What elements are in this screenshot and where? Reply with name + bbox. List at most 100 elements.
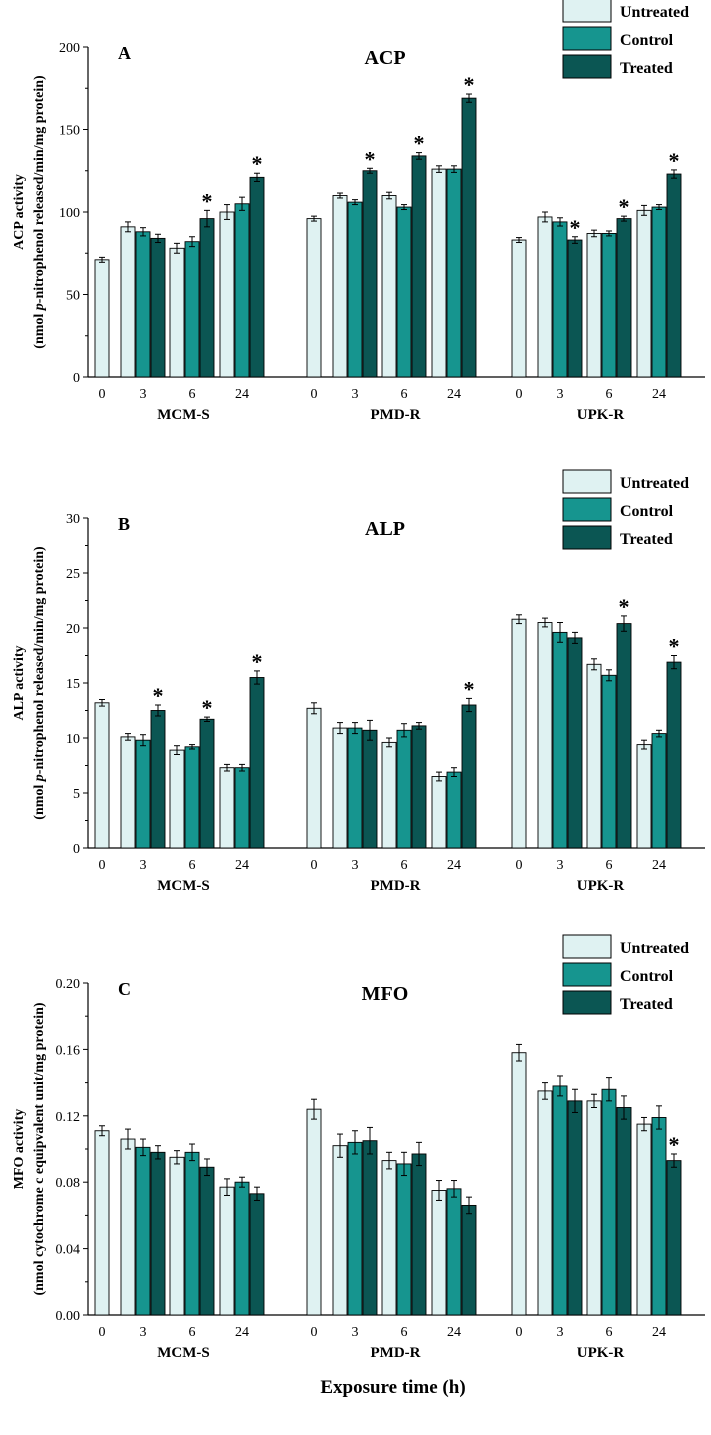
legend-label-treated: Treated xyxy=(620,996,673,1013)
bar-untreated xyxy=(511,239,527,378)
legend-label-control: Control xyxy=(620,32,674,49)
legend-label-control: Control xyxy=(620,968,674,985)
significance-star: * xyxy=(202,695,213,720)
bar-untreated xyxy=(306,218,322,378)
significance-star: * xyxy=(202,188,213,213)
panel-letter: C xyxy=(118,979,131,999)
legend-label-untreated: Untreated xyxy=(620,4,689,21)
x-tick-label: 6 xyxy=(606,858,613,873)
bar-treated xyxy=(461,97,477,378)
significance-star: * xyxy=(619,594,630,619)
significance-star: * xyxy=(570,215,581,240)
x-tick-label: 24 xyxy=(447,858,461,873)
legend-label-treated: Treated xyxy=(620,60,673,77)
y-tick-label: 25 xyxy=(66,567,80,582)
y-tick-label: 50 xyxy=(66,289,80,304)
bar-control xyxy=(184,241,200,378)
y-tick-label: 0.12 xyxy=(56,1110,81,1125)
x-tick-label: 24 xyxy=(447,1325,461,1340)
y-tick-label: 200 xyxy=(59,41,80,56)
bar-control xyxy=(601,232,617,378)
x-tick-label: 0 xyxy=(99,858,106,873)
x-tick-label: 24 xyxy=(235,858,249,873)
x-tick-label: 24 xyxy=(652,1325,666,1340)
bar-treated xyxy=(199,218,215,378)
y-axis-unit-label: (nmol cytochrome c equipvalent unit/mg p… xyxy=(32,1002,47,1295)
bar-control xyxy=(446,1188,462,1316)
x-tick-label: 0 xyxy=(516,387,523,402)
bar-untreated xyxy=(537,1090,553,1316)
y-tick-label: 0 xyxy=(73,842,80,857)
x-tick-label: 6 xyxy=(606,1325,613,1340)
bar-treated xyxy=(666,661,682,849)
bar-control xyxy=(651,1117,667,1316)
bar-treated xyxy=(362,1140,378,1316)
x-tick-label: 0 xyxy=(516,858,523,873)
y-tick-label: 0.20 xyxy=(56,977,81,992)
bar-untreated xyxy=(332,195,348,378)
legend-swatch-untreated xyxy=(562,469,612,494)
x-tick-label: 0 xyxy=(516,1325,523,1340)
x-tick-label: 6 xyxy=(401,1325,408,1340)
bar-treated xyxy=(567,1100,583,1316)
bar-untreated xyxy=(431,168,447,378)
group-label: MCM-S xyxy=(157,407,210,423)
group-label: PMD-R xyxy=(371,878,421,894)
bar-control xyxy=(601,674,617,849)
bar-control xyxy=(347,201,363,378)
bar-treated xyxy=(616,218,632,378)
bar-untreated xyxy=(636,744,652,849)
bar-control xyxy=(552,1085,568,1316)
significance-star: * xyxy=(252,649,263,674)
legend-swatch-untreated xyxy=(562,0,612,23)
y-tick-label: 0.04 xyxy=(56,1243,81,1258)
bar-control xyxy=(135,1146,151,1316)
bar-treated xyxy=(461,1204,477,1316)
y-axis-label: ACP activity xyxy=(12,174,27,250)
legend-swatch-untreated xyxy=(562,934,612,959)
bar-control xyxy=(396,206,412,378)
x-tick-label: 3 xyxy=(557,1325,564,1340)
x-tick-label: 3 xyxy=(557,858,564,873)
x-tick-label: 3 xyxy=(352,387,359,402)
bar-treated xyxy=(461,704,477,849)
x-tick-label: 0 xyxy=(99,1325,106,1340)
bar-untreated xyxy=(120,736,136,849)
legend-label-control: Control xyxy=(620,503,674,520)
significance-star: * xyxy=(153,683,164,708)
bar-untreated xyxy=(169,247,185,378)
group-label: PMD-R xyxy=(371,407,421,423)
x-tick-label: 3 xyxy=(140,387,147,402)
panel-letter: A xyxy=(118,43,131,63)
bar-untreated xyxy=(169,1156,185,1316)
bar-untreated xyxy=(537,216,553,378)
bar-control xyxy=(651,733,667,849)
legend-label-untreated: Untreated xyxy=(620,475,689,492)
bar-control xyxy=(396,729,412,849)
panel-C: 0.00 0.04 0.08 0.12 0.16 0.20 MFO activity (nmo… xyxy=(12,934,705,1361)
bar-untreated xyxy=(636,209,652,378)
x-tick-label: 3 xyxy=(557,387,564,402)
y-axis-label: MFO activity xyxy=(12,1109,27,1189)
significance-star: * xyxy=(464,72,475,97)
y-tick-label: 15 xyxy=(66,677,80,692)
y-axis-unit-label: (nmol p-nitrophenol released/min/mg prot… xyxy=(32,75,47,349)
bar-untreated xyxy=(306,707,322,849)
bar-treated xyxy=(199,718,215,849)
bar-untreated xyxy=(586,1100,602,1316)
x-tick-label: 6 xyxy=(189,387,196,402)
bar-untreated xyxy=(169,749,185,849)
bar-treated xyxy=(150,710,166,849)
bar-untreated xyxy=(219,211,235,378)
bar-treated xyxy=(362,729,378,849)
bar-untreated xyxy=(94,259,110,378)
x-tick-label: 24 xyxy=(235,387,249,402)
bar-control xyxy=(184,1151,200,1316)
bar-treated xyxy=(411,725,427,849)
group-label: UPK-R xyxy=(577,878,625,894)
bar-treated xyxy=(362,170,378,378)
x-tick-label: 3 xyxy=(352,1325,359,1340)
bar-treated xyxy=(249,1193,265,1316)
x-tick-label: 6 xyxy=(401,858,408,873)
x-tick-label: 3 xyxy=(140,1325,147,1340)
